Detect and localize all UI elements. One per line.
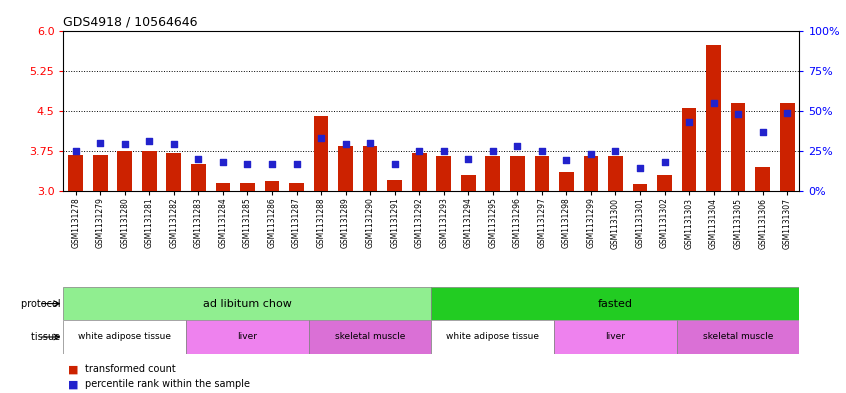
- Point: [118, 141, 131, 148]
- Bar: [677, 320, 799, 354]
- Point: [486, 148, 499, 154]
- Point: [314, 135, 327, 141]
- Point: [142, 138, 156, 144]
- Text: fasted: fasted: [598, 299, 633, 309]
- Bar: [69, 154, 83, 191]
- Bar: [118, 151, 132, 191]
- Point: [510, 143, 524, 149]
- Point: [682, 119, 695, 125]
- Point: [338, 141, 352, 148]
- Point: [265, 160, 278, 167]
- Point: [731, 111, 744, 118]
- Bar: [186, 320, 309, 354]
- Bar: [657, 174, 672, 191]
- Text: white adipose tissue: white adipose tissue: [79, 332, 171, 342]
- Text: ad libitum chow: ad libitum chow: [203, 299, 292, 309]
- Bar: [608, 156, 623, 191]
- Bar: [387, 180, 402, 191]
- Text: ■: ■: [68, 379, 78, 389]
- Point: [461, 156, 475, 162]
- Point: [363, 140, 376, 146]
- Bar: [584, 156, 598, 191]
- Bar: [486, 156, 500, 191]
- Bar: [412, 153, 426, 191]
- Point: [289, 160, 303, 167]
- Bar: [93, 154, 107, 191]
- Point: [559, 157, 573, 163]
- Bar: [167, 153, 181, 191]
- Point: [633, 165, 646, 171]
- Text: tissue: tissue: [31, 332, 63, 342]
- Text: skeletal muscle: skeletal muscle: [335, 332, 405, 342]
- Point: [240, 160, 254, 167]
- Bar: [682, 108, 696, 191]
- Bar: [431, 287, 799, 320]
- Bar: [535, 156, 549, 191]
- Bar: [755, 167, 770, 191]
- Point: [584, 151, 597, 157]
- Point: [93, 140, 107, 146]
- Point: [437, 148, 450, 154]
- Bar: [265, 181, 279, 191]
- Point: [780, 110, 794, 116]
- Point: [535, 148, 548, 154]
- Point: [216, 159, 229, 165]
- Bar: [142, 151, 157, 191]
- Text: ■: ■: [68, 364, 78, 375]
- Point: [706, 100, 720, 106]
- Point: [387, 160, 401, 167]
- Text: white adipose tissue: white adipose tissue: [447, 332, 539, 342]
- Bar: [731, 103, 745, 191]
- Point: [755, 129, 769, 135]
- Text: GDS4918 / 10564646: GDS4918 / 10564646: [63, 16, 198, 29]
- Point: [412, 148, 426, 154]
- Text: liver: liver: [238, 332, 257, 342]
- Bar: [780, 103, 794, 191]
- Bar: [314, 116, 328, 191]
- Bar: [706, 45, 721, 191]
- Bar: [633, 184, 647, 191]
- Bar: [338, 145, 353, 191]
- Bar: [559, 172, 574, 191]
- Bar: [289, 183, 304, 191]
- Bar: [461, 174, 475, 191]
- Text: liver: liver: [606, 332, 625, 342]
- Point: [167, 141, 180, 148]
- Text: transformed count: transformed count: [85, 364, 175, 375]
- Text: percentile rank within the sample: percentile rank within the sample: [85, 379, 250, 389]
- Bar: [309, 320, 431, 354]
- Bar: [510, 156, 525, 191]
- Text: skeletal muscle: skeletal muscle: [703, 332, 773, 342]
- Text: protocol: protocol: [20, 299, 63, 309]
- Point: [191, 156, 205, 162]
- Bar: [216, 183, 230, 191]
- Bar: [437, 156, 451, 191]
- Bar: [191, 164, 206, 191]
- Bar: [63, 320, 186, 354]
- Bar: [431, 320, 554, 354]
- Bar: [363, 145, 377, 191]
- Bar: [240, 183, 255, 191]
- Bar: [63, 287, 431, 320]
- Point: [608, 148, 622, 154]
- Point: [657, 159, 671, 165]
- Point: [69, 148, 82, 154]
- Bar: [554, 320, 677, 354]
